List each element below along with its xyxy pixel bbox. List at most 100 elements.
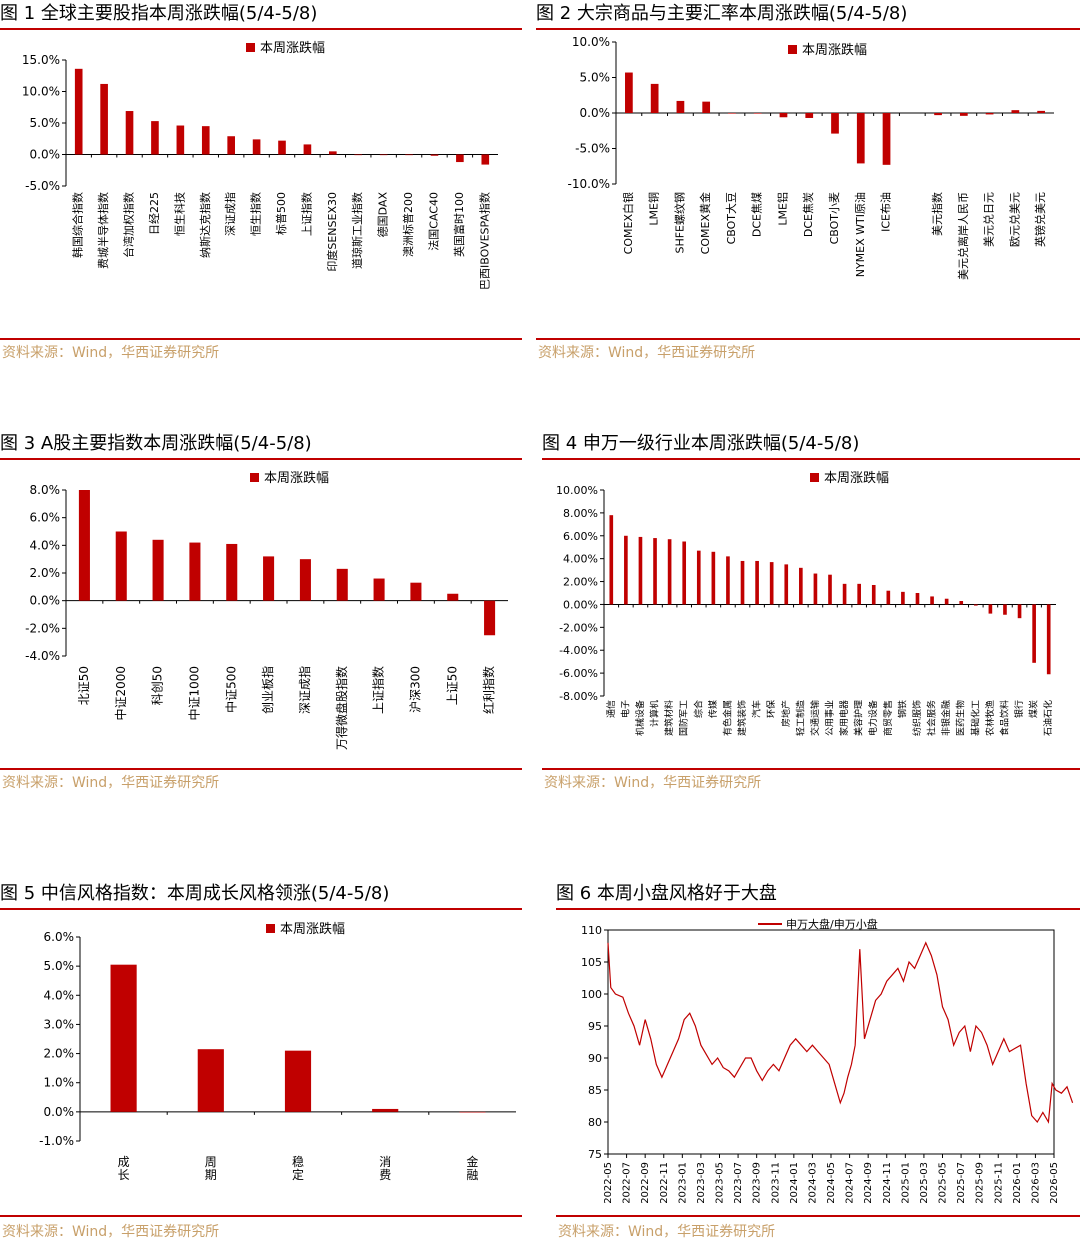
x-tick-label: 印度SENSEX30 [325, 192, 339, 272]
x-tick-label: 2024-11 [882, 1162, 893, 1204]
y-tick-label: 2.0% [44, 1047, 75, 1061]
bar [110, 964, 137, 1112]
x-tick-label: 社会服务 [926, 700, 938, 736]
x-tick-label: 稳定 [292, 1154, 304, 1182]
panel-title: 图 1 全球主要股指本周涨跌幅(5/4-5/8) [0, 3, 318, 24]
bar [201, 126, 210, 155]
y-tick-label: 80 [588, 1116, 602, 1129]
y-tick-label: 5.0% [30, 116, 61, 130]
x-tick-label: 环保 [765, 700, 777, 718]
x-tick-label: 韩国综合指数 [71, 192, 85, 258]
bar [988, 604, 993, 614]
x-tick-label: 上证50 [445, 666, 459, 705]
x-tick-label: 交通运输 [809, 700, 821, 736]
x-tick-label: 欧元兑美元 [1007, 192, 1021, 247]
x-tick-label: 2024-05 [826, 1162, 837, 1204]
x-tick-label: 万得微盘股指数 [334, 666, 349, 750]
x-tick-label: 2025-07 [956, 1162, 967, 1204]
source-rule [536, 338, 1080, 340]
source-rule [542, 768, 1080, 770]
bar [379, 154, 388, 156]
bar [284, 1050, 312, 1112]
bar [336, 568, 348, 601]
legend-label: 本周涨跌幅 [260, 40, 325, 56]
bar [252, 139, 261, 155]
x-tick-label: 2024-03 [807, 1162, 818, 1204]
title-rule [0, 458, 522, 460]
x-tick-label: 沪深300 [408, 666, 422, 713]
bar [726, 556, 730, 605]
x-tick-label: 2022-05 [603, 1162, 614, 1204]
x-tick-label: 2024-09 [863, 1162, 874, 1204]
x-tick-label: 2025-05 [938, 1162, 949, 1204]
x-tick-label: 费城半导体指数 [96, 192, 110, 269]
x-tick-label: CBOT小麦 [828, 192, 841, 244]
x-tick-label: 食品饮料 [998, 700, 1010, 736]
y-tick-label: 10.0% [572, 35, 610, 49]
x-tick-label: 2022-07 [622, 1162, 633, 1204]
y-tick-label: 6.0% [30, 511, 61, 525]
x-tick-label: 公用事业 [824, 700, 836, 736]
y-tick-label: 4.0% [44, 988, 75, 1002]
bar [728, 113, 736, 114]
bar [944, 598, 949, 605]
svg-text:定: 定 [292, 1167, 304, 1182]
x-tick-label: 纳斯达克指数 [198, 192, 212, 258]
bar [934, 113, 942, 116]
bar [753, 113, 762, 114]
x-tick-label: ICE布油 [879, 192, 893, 232]
y-tick-label: -4.00% [559, 644, 598, 657]
legend-label: 本周涨跌幅 [824, 470, 889, 486]
legend-label: 本周涨跌幅 [802, 42, 867, 58]
x-tick-label: 家用电器 [838, 700, 850, 736]
bar [650, 83, 659, 113]
source-rule [0, 1215, 522, 1217]
title-rule [536, 28, 1080, 30]
y-tick-label: -1.0% [39, 1134, 74, 1148]
x-tick-label: 上证指数 [371, 666, 386, 714]
y-tick-label: -5.0% [25, 179, 60, 193]
panel-fig6: 图 6 本周小盘风格好于大盘 申万大盘/申万小盘 110 105 100 95 90 85 8… [556, 880, 1080, 1246]
x-tick-label: 计算机 [649, 700, 661, 727]
x-tick-label: 农林牧渔 [984, 700, 996, 736]
y-tick-label: 100 [581, 988, 602, 1001]
x-tick-label: 红利指数 [481, 666, 496, 714]
x-tick-label: 2026-05 [1049, 1162, 1060, 1204]
x-tick-label: 消费 [379, 1155, 391, 1182]
y-tick-label: 1.0% [44, 1076, 75, 1090]
bar [1003, 604, 1007, 615]
bar [303, 144, 312, 155]
x-tick-label: 国防军工 [678, 700, 690, 736]
bar [299, 559, 311, 601]
bar [799, 567, 803, 605]
title-rule [0, 28, 522, 30]
svg-text:金: 金 [466, 1154, 478, 1169]
x-tick-label: SHFE螺纹钢 [672, 192, 686, 254]
x-tick-label: 2023-07 [733, 1162, 744, 1204]
y-tick-label: 0.00% [563, 598, 598, 611]
bar [1037, 110, 1045, 113]
x-tick-label: 电子 [619, 700, 631, 718]
x-tick-label: 煤炭 [1028, 700, 1040, 718]
bar [115, 531, 127, 601]
x-tick-label: 2022-11 [659, 1162, 670, 1204]
y-tick-label: 110 [581, 924, 602, 937]
bar [973, 604, 978, 606]
x-tick-label: 上证指数 [299, 192, 313, 236]
x-tick-label: 医药生物 [955, 700, 967, 736]
bar [682, 541, 687, 605]
bar [842, 583, 847, 605]
y-tick-label: 8.0% [30, 483, 61, 497]
x-tick-label: LME铜 [647, 192, 661, 226]
svg-text:长: 长 [118, 1168, 130, 1182]
y-tick-label: -2.00% [559, 621, 598, 634]
y-tick-label: 0.0% [580, 106, 611, 120]
y-tick-label: -10.0% [568, 177, 610, 191]
x-tick-label: 汽车 [751, 700, 763, 718]
source-note: 资料来源：Wind，华西证券研究所 [544, 775, 762, 791]
legend-swatch [250, 473, 259, 482]
y-tick-label: 0.0% [30, 148, 61, 162]
bar [784, 564, 789, 605]
x-tick-label: 标普500 [274, 192, 288, 235]
